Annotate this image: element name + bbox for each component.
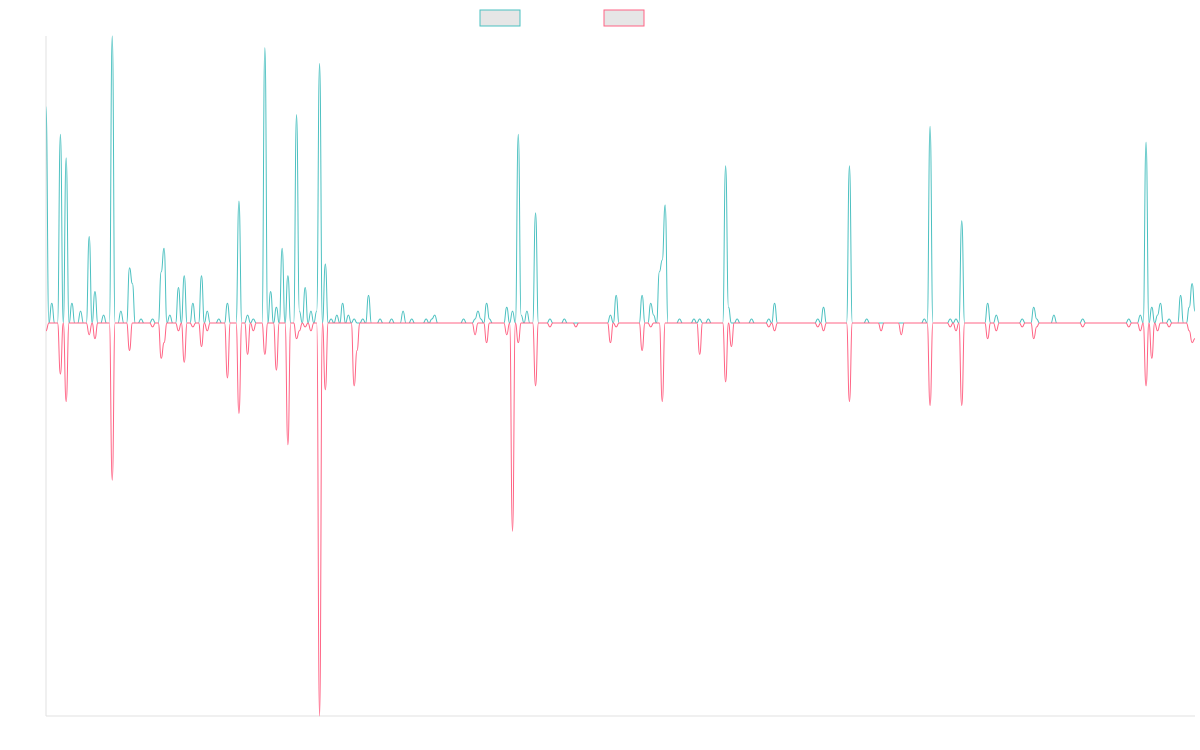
- legend: [479, 9, 645, 27]
- legend-swatch-a[interactable]: [479, 9, 521, 27]
- series-group: [45, 35, 1196, 717]
- series-line-a: [45, 35, 1196, 324]
- axes: [45, 36, 1195, 717]
- legend-swatch-b[interactable]: [603, 9, 645, 27]
- series-line-b: [45, 322, 1196, 717]
